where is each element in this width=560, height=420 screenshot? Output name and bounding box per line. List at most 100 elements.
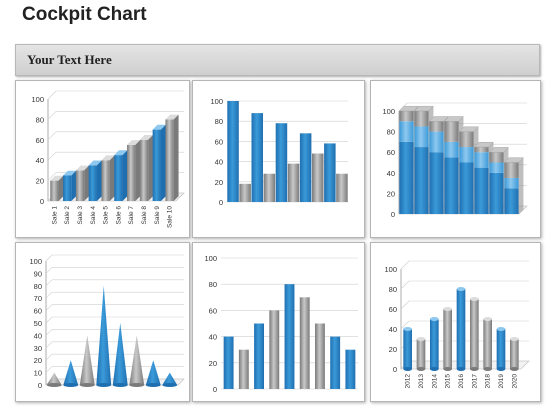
bar-4-segment-3 bbox=[444, 121, 459, 142]
cone-8 bbox=[162, 372, 178, 385]
chart-panel-6: 0 20 40 60 80 100 2012 2013 2014 2015 2016 2017 2018… bbox=[370, 242, 541, 402]
cylinder-9-top bbox=[510, 337, 519, 341]
y-tick-label: 20 bbox=[34, 356, 42, 365]
bar-2 bbox=[239, 183, 251, 202]
x-tick-label: 2019 bbox=[498, 374, 505, 389]
bar-5-segment-1 bbox=[459, 162, 474, 214]
bar-6-segment-3 bbox=[474, 147, 489, 153]
cone-8-base bbox=[162, 383, 178, 387]
cylinder-1-top bbox=[403, 327, 412, 331]
x-tick-label: 2017 bbox=[471, 374, 478, 389]
bar-4-top bbox=[443, 116, 464, 122]
grid-diagonal bbox=[45, 267, 53, 274]
bar-3 bbox=[75, 170, 85, 201]
y-tick-label: 40 bbox=[215, 158, 223, 167]
bar-6 bbox=[114, 155, 123, 201]
y-tick-label: 100 bbox=[382, 107, 395, 116]
grid-diagonal bbox=[45, 341, 53, 349]
cylinder-6-base bbox=[470, 367, 479, 371]
x-tick-label: Sale 7 bbox=[128, 206, 135, 225]
grid-diagonal bbox=[400, 300, 410, 310]
grid-diagonal bbox=[47, 151, 57, 161]
y-tick-label: 0 bbox=[213, 385, 217, 394]
y-tick-label: 40 bbox=[36, 156, 44, 165]
bar-6 bbox=[299, 297, 310, 389]
cone-7-base bbox=[145, 383, 161, 387]
cylinder-4-top bbox=[443, 307, 452, 311]
chart-1: 0 20 40 60 80 100 Sale 1 Sale 2 Sale 3 Sale 4 Sale… bbox=[31, 90, 185, 228]
y-tick-label: 10 bbox=[34, 369, 42, 378]
y-tick-label: 70 bbox=[34, 294, 42, 303]
cone-2-base bbox=[63, 383, 79, 387]
bar-4 bbox=[88, 165, 97, 201]
grid-diagonal bbox=[47, 172, 57, 181]
bar-8-side bbox=[148, 135, 153, 201]
y-tick-label: 60 bbox=[34, 307, 42, 316]
bar-2-top bbox=[63, 170, 77, 176]
y-tick-label: 80 bbox=[36, 115, 44, 124]
bar-5-side bbox=[109, 155, 115, 201]
cylinder-4 bbox=[443, 309, 452, 369]
bar-5 bbox=[284, 284, 295, 389]
y-tick-label: 60 bbox=[389, 305, 397, 314]
cylinder-5 bbox=[456, 289, 466, 369]
cylinder-3 bbox=[430, 319, 439, 369]
bar-1-segment-2 bbox=[399, 121, 414, 142]
bar-5-top bbox=[458, 126, 479, 132]
cone-5 bbox=[112, 323, 128, 385]
cone-6 bbox=[129, 335, 145, 385]
x-tick-label: 2016 bbox=[458, 374, 465, 389]
bar-4 bbox=[263, 173, 276, 202]
bar-8-segment-2 bbox=[504, 177, 519, 189]
bar-10-side bbox=[173, 114, 179, 201]
chart-4: 0 10 20 30 40 50 60 70 80 90 100 bbox=[29, 254, 185, 390]
grid-diagonal bbox=[45, 329, 53, 336]
y-tick-label: 50 bbox=[34, 319, 42, 328]
bar-5 bbox=[101, 160, 110, 201]
chart-2: 0 20 40 60 80 100 bbox=[210, 97, 348, 207]
bar-2-top bbox=[413, 106, 434, 112]
bar-8 bbox=[330, 336, 341, 389]
chart-3: 0 20 40 60 80 100 bbox=[382, 102, 528, 219]
x-tick-label: Sale 4 bbox=[90, 206, 97, 225]
cylinder-8 bbox=[496, 329, 506, 369]
text-banner: Your Text Here bbox=[15, 44, 540, 76]
bar-7-segment-3 bbox=[489, 152, 504, 163]
bar-1-segment-1 bbox=[399, 141, 414, 214]
y-tick-label: 40 bbox=[209, 333, 217, 342]
bar-9 bbox=[324, 143, 336, 202]
cylinder-9-base bbox=[510, 367, 519, 371]
y-tick-label: 80 bbox=[387, 128, 395, 137]
bar-7-top bbox=[488, 147, 509, 153]
bar-3-top bbox=[428, 116, 449, 122]
grid-diagonal bbox=[400, 320, 410, 330]
y-tick-label: 0 bbox=[38, 381, 42, 390]
y-tick-label: 100 bbox=[204, 254, 217, 263]
x-tick-label: 2020 bbox=[511, 374, 518, 389]
chart-panel-1: 0 20 40 60 80 100 Sale 1 Sale 2 Sale 3 Sale 4 Sale… bbox=[15, 80, 190, 238]
bar-3-segment-1 bbox=[429, 152, 444, 214]
bar-8-top bbox=[503, 157, 524, 163]
bar-3-segment-3 bbox=[429, 121, 444, 132]
x-tick-label: 2012 bbox=[405, 374, 412, 389]
cone-6-base bbox=[129, 383, 145, 387]
bar-1 bbox=[50, 180, 59, 201]
bar-8 bbox=[139, 139, 149, 201]
bar-2-segment-3 bbox=[414, 111, 429, 127]
cone-3-base bbox=[79, 383, 95, 387]
chart-5: 0 20 40 60 80 100 bbox=[204, 254, 358, 394]
y-tick-label: 80 bbox=[34, 282, 42, 291]
grid-diagonal bbox=[45, 316, 53, 324]
bar-7-segment-2 bbox=[489, 162, 504, 173]
y-tick-label: 20 bbox=[389, 345, 397, 354]
cylinder-8-top bbox=[496, 327, 506, 331]
bar-3 bbox=[254, 323, 265, 389]
y-tick-label: 60 bbox=[387, 148, 395, 157]
cylinder-2-base bbox=[416, 367, 426, 371]
bar-6 bbox=[287, 163, 300, 202]
bar-7-side bbox=[135, 140, 141, 201]
bar-9-side bbox=[160, 124, 166, 201]
x-tick-label: Sale 3 bbox=[77, 206, 84, 225]
y-tick-label: 30 bbox=[34, 344, 42, 353]
grid-diagonal bbox=[45, 279, 53, 287]
